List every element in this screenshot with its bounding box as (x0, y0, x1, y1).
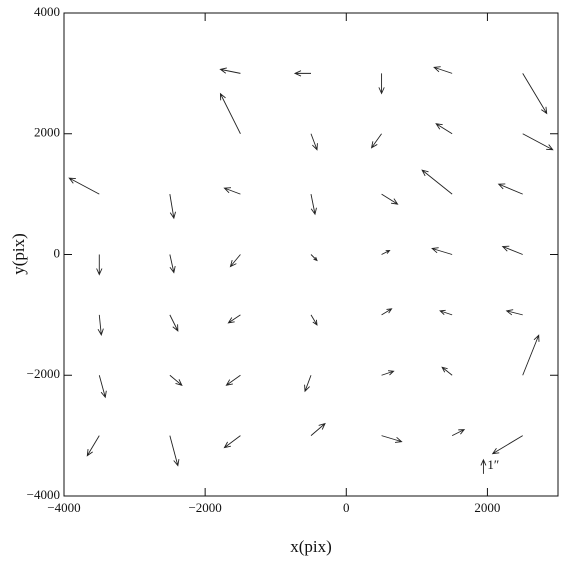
vector-arrow (381, 193, 399, 205)
vector-arrow (435, 123, 453, 135)
vector-arrow (68, 177, 100, 195)
vector-arrow (522, 133, 554, 151)
vector-arrow (304, 375, 312, 393)
vector-arrow (421, 169, 453, 195)
vector-arrow (219, 92, 241, 134)
vector-arrow (522, 334, 540, 376)
vector-arrow (169, 254, 176, 274)
vector-arrow (381, 435, 403, 443)
vector-arrow (441, 366, 453, 376)
key-arrow (480, 458, 487, 474)
vector-arrow (310, 254, 318, 262)
vector-arrow (310, 194, 317, 216)
vector-arrow (501, 245, 523, 255)
vector-arrow (310, 314, 318, 326)
vector-arrow (97, 314, 104, 336)
vector-arrow (225, 374, 241, 386)
y-tick-label: −2000 (27, 366, 60, 381)
key-label: 1″ (487, 457, 499, 472)
x-axis-title: x(pix) (290, 537, 332, 556)
vector-arrow (227, 314, 241, 324)
vector-arrow (505, 309, 523, 316)
vector-arrow (497, 183, 523, 195)
vector-arrow (223, 187, 241, 195)
x-tick-label: 2000 (474, 500, 500, 515)
vector-arrow (370, 133, 382, 149)
vector-arrow (169, 435, 180, 467)
vector-arrow (229, 254, 241, 268)
x-tick-label: −2000 (188, 500, 221, 515)
y-tick-label: 2000 (34, 125, 60, 140)
vector-arrow (310, 133, 318, 151)
x-tick-label: −4000 (47, 500, 80, 515)
y-tick-label: 0 (54, 245, 61, 260)
vector-arrow (522, 73, 548, 115)
vector-arrow (491, 435, 523, 455)
vector-arrow (219, 67, 241, 74)
y-axis-title: y(pix) (9, 233, 28, 275)
vector-arrow (223, 435, 241, 449)
y-tick-label: 4000 (34, 4, 60, 19)
vector-arrow (451, 429, 466, 437)
vector-arrow (381, 370, 395, 376)
vector-arrow (98, 375, 107, 399)
vector-arrow (86, 435, 100, 457)
vector-arrow (169, 374, 183, 386)
vector-arrow (431, 247, 453, 255)
x-tick-label: 0 (343, 500, 350, 515)
vector-arrow (96, 254, 103, 276)
vector-arrow (378, 73, 385, 95)
vector-arrow (310, 422, 326, 436)
vector-arrow (293, 70, 311, 77)
vector-arrow (381, 250, 391, 255)
y-tick-label: −4000 (27, 487, 60, 502)
vector-arrow (169, 194, 176, 220)
vector-arrow (433, 66, 453, 74)
vector-arrow (439, 309, 453, 316)
vector-arrow (169, 314, 179, 332)
vector-arrow (381, 308, 393, 316)
